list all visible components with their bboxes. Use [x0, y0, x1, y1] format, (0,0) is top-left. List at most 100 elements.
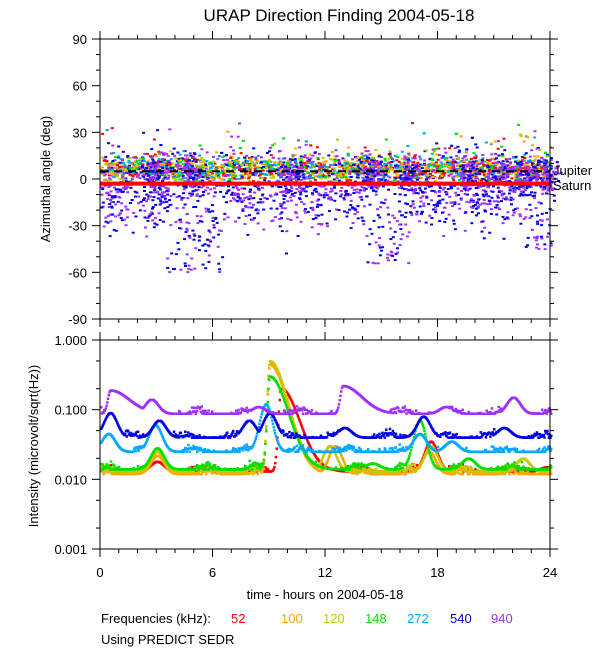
azimuth-point [472, 201, 476, 203]
azimuth-point [141, 157, 145, 160]
azimuth-point [290, 159, 294, 162]
azimuth-point [354, 156, 358, 159]
azimuth-point [371, 261, 375, 264]
azimuth-point [133, 190, 137, 193]
azimuth-point [370, 165, 374, 168]
azimuth-point [424, 167, 428, 170]
azimuth-point [388, 176, 392, 179]
azimuth-point [132, 156, 135, 159]
azimuth-point [243, 161, 247, 164]
azimuth-point [406, 160, 410, 163]
azimuth-point [512, 209, 516, 212]
azimuth-point [265, 166, 269, 169]
azimuth-point [333, 168, 337, 171]
azimuth-point [338, 173, 342, 176]
azimuth-point [138, 161, 142, 164]
azimuth-point [423, 191, 427, 194]
azimuth-point [541, 192, 545, 195]
azimuth-point [303, 166, 307, 169]
azimuth-point [530, 149, 534, 152]
azimuth-point [181, 174, 185, 177]
azimuth-point [342, 197, 346, 200]
azimuth-point [178, 218, 182, 221]
azimuth-point [337, 159, 341, 162]
azimuth-point [302, 176, 306, 179]
azimuth-point [451, 176, 455, 179]
azimuth-point [407, 231, 411, 234]
azimuth-point [193, 234, 197, 237]
azimuth-point [462, 173, 466, 176]
azimuth-point [386, 259, 390, 262]
azimuth-point [147, 180, 151, 183]
azimuth-point [179, 268, 183, 271]
azimuth-point [407, 189, 411, 192]
azimuth-point [222, 172, 226, 175]
azimuth-point [343, 194, 347, 197]
azimuth-point [407, 172, 411, 175]
azimuth-point [192, 233, 196, 236]
azimuth-point [368, 162, 371, 165]
azimuth-point [481, 157, 485, 160]
azimuth-point [252, 217, 256, 220]
azimuth-point [397, 174, 401, 177]
azimuth-point [299, 220, 303, 223]
azimuth-point [275, 207, 279, 210]
azimuth-point [505, 180, 509, 183]
azimuth-point [549, 159, 553, 161]
azimuth-point [283, 195, 287, 197]
azimuth-point [458, 172, 462, 174]
azimuth-point [489, 162, 493, 165]
azimuth-point [492, 172, 496, 175]
azimuth-point [344, 171, 348, 174]
azimuth-point [206, 208, 210, 211]
azimuth-point [281, 164, 285, 166]
azimuth-point [204, 189, 208, 192]
azimuth-point [186, 156, 189, 159]
azimuth-point [398, 223, 402, 226]
azimuth-point [442, 235, 446, 237]
azimuth-point [536, 220, 539, 223]
azimuth-point [379, 206, 383, 209]
azimuth-point [220, 166, 224, 169]
azimuth-point [231, 191, 235, 194]
azimuth-point [126, 185, 130, 188]
intensity-point [512, 470, 515, 473]
azimuth-point [288, 158, 292, 161]
azimuth-point [461, 157, 465, 160]
azimuth-point [178, 153, 182, 156]
azimuth-point [378, 173, 382, 176]
azimuth-point [337, 160, 341, 163]
azimuth-point [346, 211, 350, 214]
azimuth-point [523, 157, 527, 160]
azimuth-point [206, 244, 210, 247]
azimuth-point [458, 149, 462, 152]
azimuth-point [227, 174, 231, 177]
azimuth-point [157, 212, 161, 215]
azimuth-point [234, 220, 237, 223]
azimuth-point [173, 169, 177, 171]
azimuth-point [225, 158, 229, 161]
intensity-point [207, 463, 210, 467]
azimuth-point [268, 164, 272, 167]
azimuth-point [325, 222, 329, 225]
azimuth-point [413, 154, 417, 157]
azimuth-point [519, 172, 522, 175]
azimuth-point [537, 161, 540, 164]
azimuth-point [480, 161, 484, 164]
azimuth-point [394, 164, 397, 167]
azimuth-point [438, 171, 442, 174]
azimuth-point [545, 153, 549, 156]
azimuth-point [463, 155, 467, 158]
azimuth-point [217, 233, 221, 236]
azimuth-point [109, 199, 112, 202]
azimuth-point [432, 165, 436, 168]
azimuth-point [438, 191, 442, 193]
azimuth-point [422, 205, 426, 207]
azimuth-point [272, 199, 276, 202]
azimuth-point [220, 171, 224, 174]
azimuth-point [524, 173, 528, 176]
azimuth-point [497, 160, 501, 163]
azimuth-point [503, 149, 507, 152]
azimuth-point [549, 186, 553, 188]
azimuth-point [404, 174, 408, 177]
